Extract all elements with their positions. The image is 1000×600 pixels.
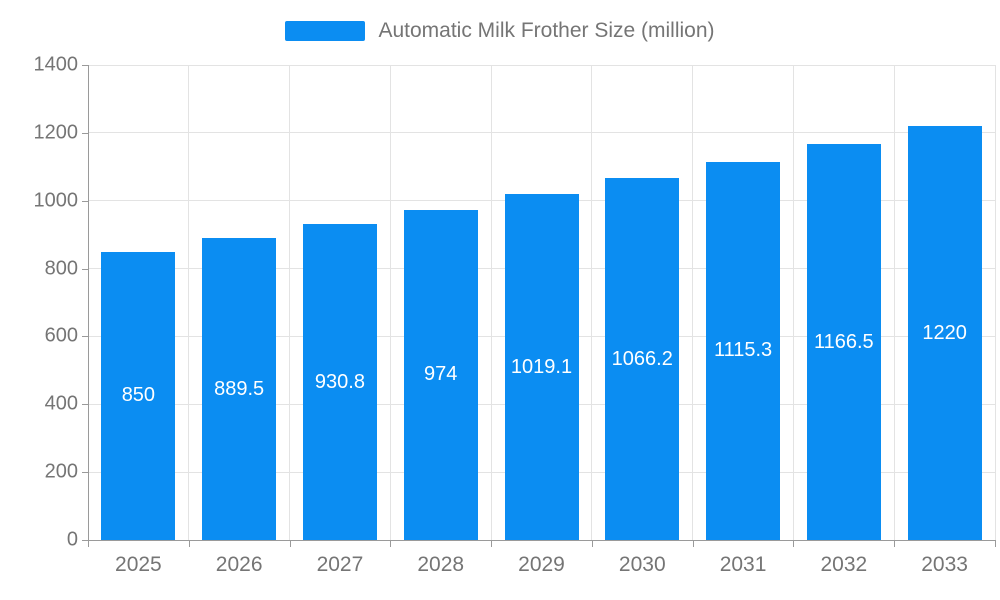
y-tick-label: 1200 [33, 121, 79, 144]
bar-value-label: 850 [121, 384, 156, 407]
x-axis-tick [793, 541, 795, 547]
x-axis-tick [88, 541, 89, 547]
y-tick-label: 0 [66, 528, 78, 551]
v-gridline [994, 65, 996, 540]
bar-value-label: 1019.1 [510, 355, 573, 378]
plot-area: 850 889.5 930.8 974 1019.1 1066.2 1115.3 1166.5… [88, 64, 996, 540]
y-axis-tick [82, 404, 88, 406]
v-gridline [289, 65, 291, 540]
legend-swatch [285, 21, 366, 41]
x-axis-tick [995, 541, 996, 547]
x-axis-line [88, 540, 996, 541]
v-gridline [591, 65, 593, 540]
bar-value-label: 974 [424, 363, 458, 386]
y-axis-tick [82, 268, 88, 270]
bar-value-label: 1066.2 [611, 347, 673, 370]
x-tick-label: 2031 [719, 553, 767, 576]
x-tick-label: 2025 [115, 553, 162, 576]
bar-2031[interactable]: 1115.3 [706, 161, 781, 540]
x-tick-label: 2026 [215, 553, 263, 576]
y-axis-line [88, 65, 89, 541]
v-gridline [389, 65, 391, 540]
y-tick-label: 600 [44, 324, 78, 347]
legend-item[interactable]: Automatic Milk Frother Size (million) [0, 20, 1000, 42]
bar-2033[interactable]: 1220 [907, 126, 982, 540]
x-axis-tick [289, 541, 291, 547]
y-axis-tick [82, 336, 88, 338]
bar-value-label: 1115.3 [713, 339, 773, 362]
bar-2032[interactable]: 1166.5 [806, 144, 881, 540]
x-tick-label: 2028 [417, 553, 465, 576]
v-gridline [893, 65, 895, 540]
v-gridline [490, 65, 492, 540]
bar-2030[interactable]: 1066.2 [605, 178, 680, 540]
v-gridline [792, 65, 794, 540]
x-axis-tick [491, 541, 493, 547]
y-axis-tick [82, 472, 88, 474]
y-axis-tick [82, 65, 88, 66]
h-gridline [88, 64, 995, 66]
y-axis-tick [82, 540, 88, 541]
bar-value-label: 1166.5 [813, 330, 874, 353]
bar-2027[interactable]: 930.8 [302, 224, 377, 540]
x-axis-tick [188, 541, 190, 547]
bar-value-label: 889.5 [214, 377, 265, 400]
y-tick-label: 800 [44, 257, 78, 280]
bar-2026[interactable]: 889.5 [202, 238, 277, 540]
x-axis-tick [894, 541, 896, 547]
y-tick-label: 1000 [33, 189, 79, 212]
x-axis-tick [390, 541, 392, 547]
x-tick-label: 2027 [316, 553, 364, 576]
y-axis-tick [82, 200, 88, 202]
y-tick-label: 400 [44, 392, 78, 415]
y-tick-label: 1400 [33, 53, 79, 76]
bar-2028[interactable]: 974 [403, 209, 478, 540]
h-gridline [88, 132, 995, 134]
x-axis-tick [692, 541, 694, 547]
x-tick-label: 2033 [921, 553, 968, 576]
y-tick-label: 200 [44, 460, 78, 483]
legend-label: Automatic Milk Frother Size (million) [378, 19, 715, 42]
x-axis-tick [591, 541, 593, 547]
bar-2029[interactable]: 1019.1 [504, 194, 579, 540]
bar-value-label: 930.8 [314, 370, 365, 393]
y-axis-tick [82, 132, 88, 134]
bar-2025[interactable]: 850 [101, 251, 176, 540]
x-tick-label: 2032 [820, 553, 868, 576]
v-gridline [692, 65, 694, 540]
v-gridline [188, 65, 190, 540]
bar-value-label: 1220 [922, 321, 967, 344]
x-tick-label: 2029 [518, 553, 565, 576]
x-tick-label: 2030 [618, 553, 666, 576]
